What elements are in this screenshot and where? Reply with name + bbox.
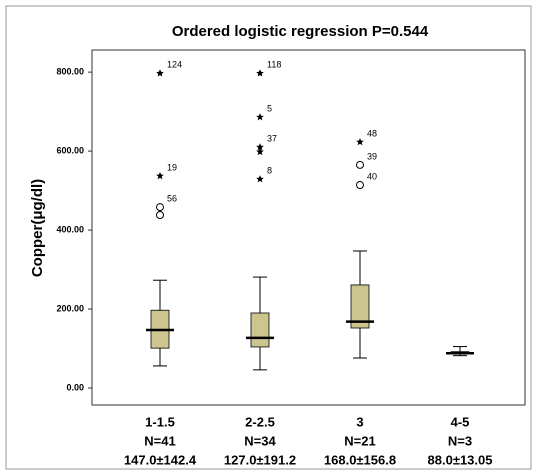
outlier-circle: [356, 181, 364, 190]
outlier-label: 5: [267, 104, 272, 114]
count-label: N=34: [244, 433, 276, 448]
outlier-circle: [156, 203, 164, 212]
y-tick-label: 0.00: [66, 382, 84, 392]
summary-label: 127.0±191.2: [224, 452, 296, 467]
outlier-label: 124: [167, 60, 182, 70]
count-label: N=41: [144, 433, 175, 448]
summary-label: 147.0±142.4: [124, 452, 197, 467]
summary-label: 168.0±156.8: [324, 452, 396, 467]
outlier-star: [256, 147, 264, 156]
outlier-label: 48: [367, 128, 377, 138]
y-tick-label: 600.00: [56, 145, 84, 155]
outlier-label: 118: [267, 60, 281, 70]
outlier-star: [256, 113, 264, 121]
outlier-star: [256, 175, 264, 183]
x-tick-label: 4-5: [451, 414, 470, 429]
box: [350, 284, 370, 329]
outlier-label: 40: [367, 171, 377, 181]
chart-title: Ordered logistic regression P=0.544: [172, 23, 429, 40]
box: [250, 312, 270, 348]
outlier-label: 8: [267, 166, 272, 176]
y-tick-label: 200.00: [56, 303, 84, 313]
outlier-circle: [356, 160, 364, 169]
outlier-label: 37: [267, 134, 277, 144]
outlier-label: 19: [167, 162, 177, 172]
x-tick-label: 2-2.5: [245, 414, 275, 429]
summary-label: 88.0±13.05: [428, 452, 493, 467]
y-axis-label: Copper(μg/dl): [29, 179, 46, 277]
outlier-star: [256, 69, 264, 77]
y-tick-label: 400.00: [56, 224, 84, 234]
y-tick-label: 800.00: [56, 66, 84, 76]
count-label: N=3: [448, 433, 472, 448]
outlier-label: 39: [367, 151, 377, 161]
outlier-circle: [156, 211, 164, 220]
x-tick-label: 1-1.5: [145, 414, 175, 429]
x-tick-label: 3: [356, 414, 363, 429]
outlier-star: [156, 172, 164, 180]
count-label: N=21: [344, 433, 375, 448]
outlier-star: [156, 69, 164, 77]
outlier-star: [256, 143, 264, 151]
outlier-star: [356, 138, 364, 146]
outlier-label: 56: [167, 194, 177, 204]
